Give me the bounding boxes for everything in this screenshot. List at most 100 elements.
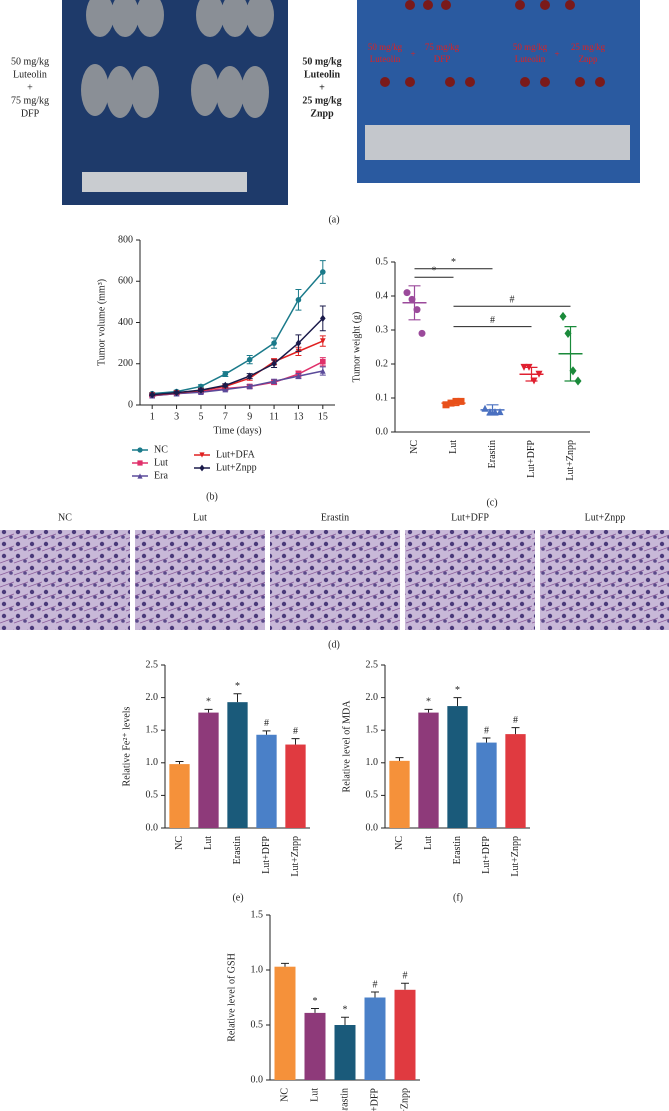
point <box>246 356 253 363</box>
point <box>271 378 277 385</box>
y-tick-label: 0.5 <box>146 790 159 801</box>
error-bar <box>233 693 242 703</box>
photo-label: Znpp <box>310 108 334 119</box>
point <box>137 460 143 466</box>
y-tick-label: 0.1 <box>376 392 389 403</box>
x-tick-label: Lut+Znpp <box>290 836 301 877</box>
significance-label: # <box>513 715 518 726</box>
x-tick-label: Erastin <box>487 440 498 468</box>
photo-label: + <box>27 82 33 93</box>
x-tick-label: Erastin <box>452 836 463 864</box>
series-line <box>152 370 323 397</box>
y-tick-label: 1.5 <box>146 724 159 735</box>
photo-label: 75 mg/kg <box>11 95 49 106</box>
point <box>320 314 326 323</box>
point <box>457 397 465 405</box>
photo-label: Luteolin <box>13 69 47 80</box>
bar <box>447 706 468 828</box>
significance-label: * <box>455 685 460 696</box>
point <box>295 373 302 379</box>
panel-label: (e) <box>232 892 243 903</box>
bar <box>505 734 526 828</box>
x-tick-label: Lut+Znpp <box>565 440 576 481</box>
y-tick-label: 0.5 <box>251 1019 264 1030</box>
x-tick-label: 13 <box>293 411 303 422</box>
point <box>320 269 326 275</box>
error-bar <box>453 697 462 707</box>
sd-bar <box>486 404 499 416</box>
photo-label: 50 mg/kg <box>368 42 403 52</box>
photo-label: + <box>410 49 415 59</box>
point <box>520 363 528 371</box>
legend-label: Lut <box>154 457 168 468</box>
bracket-label: # <box>490 315 495 326</box>
y-tick-label: 0.0 <box>146 822 159 833</box>
x-tick-label: Lut <box>203 836 214 850</box>
panel-label: (c) <box>486 497 497 508</box>
significance-label: # <box>403 970 408 981</box>
error-bar <box>482 737 491 743</box>
photo-label: Luteolin <box>515 54 546 64</box>
x-tick-label: 9 <box>247 411 252 422</box>
point <box>574 376 582 386</box>
ruler <box>365 125 630 160</box>
sd-bar <box>447 400 460 407</box>
point <box>222 381 229 390</box>
tumors <box>380 0 605 87</box>
significance-label: # <box>373 979 378 990</box>
photo-label: Luteolin <box>304 69 341 80</box>
bar <box>389 760 410 828</box>
error-bar <box>511 727 520 735</box>
series-line <box>152 317 324 396</box>
photo-label: 75 mg/kg <box>425 42 460 52</box>
photo-label: Znpp <box>579 54 598 64</box>
point <box>222 386 229 393</box>
point <box>418 329 426 337</box>
significance-label: * <box>343 1005 348 1016</box>
x-tick-label: 15 <box>318 411 328 422</box>
point <box>564 328 572 338</box>
point <box>199 452 205 458</box>
y-tick-label: 400 <box>118 317 133 328</box>
y-tick-label: 0.3 <box>376 324 389 335</box>
x-tick-label: NC <box>279 1088 290 1102</box>
point <box>569 366 577 376</box>
point <box>481 404 489 412</box>
series-line <box>152 271 324 395</box>
x-tick-label: Lut+DFP <box>526 440 537 478</box>
ruler <box>82 172 247 192</box>
panel-label: (b) <box>206 491 218 502</box>
bar <box>256 734 277 828</box>
x-tick-label: Erastin <box>339 1088 350 1111</box>
point <box>295 339 302 347</box>
y-tick-label: 0.0 <box>251 1074 264 1085</box>
point <box>199 464 205 472</box>
x-tick-label: 11 <box>269 411 279 422</box>
point <box>442 401 450 409</box>
point <box>403 289 411 297</box>
point <box>413 306 421 314</box>
significance-label: * <box>426 697 431 708</box>
point <box>271 360 277 368</box>
histology-label: NC <box>58 512 72 523</box>
bar <box>198 712 219 828</box>
error-bar <box>311 1008 319 1013</box>
y-axis-label: Relative level of MDA <box>341 700 352 793</box>
point <box>486 408 494 416</box>
histology-label: Lut <box>193 512 207 523</box>
x-tick-label: 7 <box>223 411 228 422</box>
sd-bar <box>408 285 421 321</box>
point <box>149 391 155 399</box>
point <box>320 338 326 344</box>
x-tick-label: 1 <box>150 411 155 422</box>
error-bar <box>424 708 433 713</box>
y-axis-label: Relative Fe²⁺ levels <box>121 706 132 786</box>
photo-label: 50 mg/kg <box>302 56 341 67</box>
histology-label: Lut+Znpp <box>585 512 626 523</box>
y-tick-label: 2.0 <box>146 692 159 703</box>
photo-label: DFP <box>21 108 40 119</box>
bracket-label: * <box>451 257 456 268</box>
x-tick-label: 5 <box>198 411 203 422</box>
